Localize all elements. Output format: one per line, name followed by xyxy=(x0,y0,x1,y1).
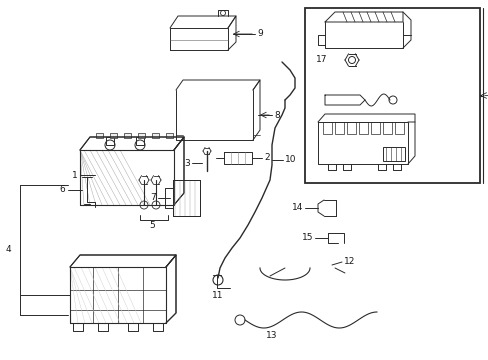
Text: 15: 15 xyxy=(301,234,312,243)
Text: 4: 4 xyxy=(5,246,11,255)
Bar xyxy=(110,133,117,138)
Bar xyxy=(370,122,379,134)
Text: 5: 5 xyxy=(149,220,155,230)
Bar xyxy=(106,137,114,145)
Bar xyxy=(394,122,403,134)
Text: 9: 9 xyxy=(257,30,262,39)
Text: 13: 13 xyxy=(265,330,277,339)
Bar xyxy=(96,133,103,138)
Bar xyxy=(346,122,355,134)
Bar xyxy=(382,122,391,134)
Bar xyxy=(382,147,404,161)
Bar xyxy=(136,137,143,145)
Text: 10: 10 xyxy=(285,156,296,165)
Bar xyxy=(334,122,343,134)
Text: 2: 2 xyxy=(264,153,269,162)
Text: – 16: – 16 xyxy=(483,91,488,100)
Text: 6: 6 xyxy=(59,185,65,194)
Text: 12: 12 xyxy=(343,256,355,266)
Text: 14: 14 xyxy=(291,203,303,212)
Text: 8: 8 xyxy=(273,111,279,120)
Text: 17: 17 xyxy=(315,55,327,64)
Text: 3: 3 xyxy=(184,158,190,167)
Text: 1: 1 xyxy=(72,171,78,180)
Text: 7: 7 xyxy=(150,194,156,202)
Bar xyxy=(358,122,367,134)
Text: 11: 11 xyxy=(212,291,224,300)
Bar xyxy=(152,133,159,138)
Bar xyxy=(165,133,173,138)
Bar xyxy=(124,133,131,138)
Bar xyxy=(323,122,331,134)
Bar xyxy=(138,133,145,138)
Bar xyxy=(305,8,479,183)
